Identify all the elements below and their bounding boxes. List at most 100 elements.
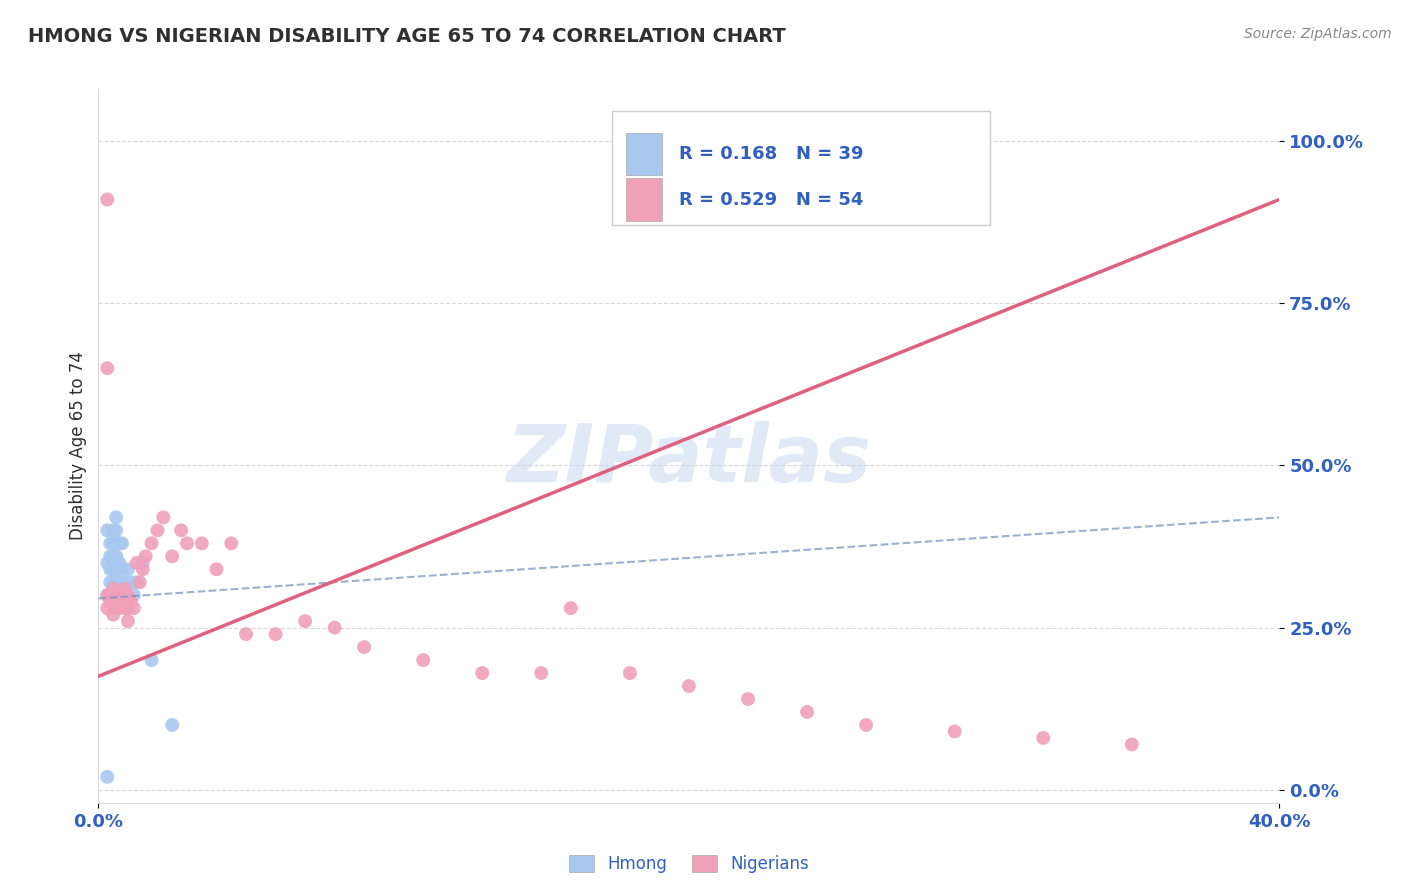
Point <box>678 679 700 693</box>
Point <box>111 588 134 602</box>
Point <box>619 666 641 681</box>
Point <box>117 614 139 628</box>
Point <box>108 588 131 602</box>
Point <box>105 549 128 564</box>
Point <box>132 556 155 570</box>
Text: ZIPatlas: ZIPatlas <box>506 421 872 500</box>
Point <box>98 562 121 576</box>
Point <box>96 361 118 376</box>
Point <box>103 556 125 570</box>
Point <box>170 524 193 538</box>
Point <box>205 562 228 576</box>
Y-axis label: Disability Age 65 to 74: Disability Age 65 to 74 <box>69 351 87 541</box>
Point <box>412 653 434 667</box>
Point <box>111 588 134 602</box>
Point <box>98 588 121 602</box>
Point <box>471 666 494 681</box>
Point <box>103 582 125 596</box>
Legend: Hmong, Nigerians: Hmong, Nigerians <box>562 848 815 880</box>
Point <box>103 524 125 538</box>
Point <box>117 601 139 615</box>
Point <box>1032 731 1054 745</box>
Point <box>96 524 118 538</box>
Point <box>105 588 128 602</box>
Point <box>796 705 818 719</box>
Point <box>855 718 877 732</box>
Point <box>162 718 183 732</box>
Point <box>105 510 128 524</box>
Point <box>98 549 121 564</box>
Point <box>122 588 145 602</box>
Point <box>103 588 125 602</box>
Point <box>141 536 163 550</box>
Point <box>96 770 118 784</box>
Text: R = 0.168   N = 39: R = 0.168 N = 39 <box>679 145 865 163</box>
Point <box>96 193 118 207</box>
FancyBboxPatch shape <box>612 111 990 225</box>
Point <box>294 614 316 628</box>
Point <box>105 524 128 538</box>
Point <box>353 640 375 654</box>
Point <box>560 601 582 615</box>
Point <box>103 607 125 622</box>
Text: R = 0.529   N = 54: R = 0.529 N = 54 <box>679 191 863 209</box>
Point <box>530 666 553 681</box>
Point <box>103 595 125 609</box>
Point <box>111 595 134 609</box>
Point <box>108 601 131 615</box>
Point <box>108 536 131 550</box>
Point <box>98 536 121 550</box>
Point <box>943 724 966 739</box>
Point <box>125 556 148 570</box>
Point <box>125 575 148 590</box>
FancyBboxPatch shape <box>626 178 662 221</box>
Point <box>122 601 145 615</box>
Point <box>1121 738 1143 752</box>
Point <box>105 575 128 590</box>
Point <box>162 549 183 564</box>
FancyBboxPatch shape <box>626 133 662 176</box>
Point <box>103 588 125 602</box>
Point <box>128 575 150 590</box>
Point <box>108 556 131 570</box>
Point <box>117 588 139 602</box>
Point <box>146 524 169 538</box>
Point <box>105 588 128 602</box>
Point <box>323 621 346 635</box>
Text: HMONG VS NIGERIAN DISABILITY AGE 65 TO 74 CORRELATION CHART: HMONG VS NIGERIAN DISABILITY AGE 65 TO 7… <box>28 27 786 45</box>
Point <box>108 588 131 602</box>
Point <box>108 575 131 590</box>
Point <box>103 536 125 550</box>
Text: Source: ZipAtlas.com: Source: ZipAtlas.com <box>1244 27 1392 41</box>
Point <box>264 627 287 641</box>
Point <box>96 601 118 615</box>
Point <box>96 556 118 570</box>
Point <box>96 588 118 602</box>
Point <box>176 536 198 550</box>
Point <box>114 575 136 590</box>
Point <box>152 510 174 524</box>
Point <box>120 595 142 609</box>
Point <box>105 601 128 615</box>
Point <box>117 601 139 615</box>
Point <box>111 562 134 576</box>
Point <box>114 582 136 596</box>
Point <box>105 562 128 576</box>
Point <box>111 536 134 550</box>
Point <box>141 653 163 667</box>
Point <box>105 601 128 615</box>
Point <box>98 575 121 590</box>
Point <box>120 575 142 590</box>
Point <box>135 549 157 564</box>
Point <box>219 536 242 550</box>
Point <box>191 536 214 550</box>
Point <box>103 575 125 590</box>
Point <box>98 595 121 609</box>
Point <box>117 562 139 576</box>
Point <box>103 562 125 576</box>
Point <box>235 627 257 641</box>
Point <box>737 692 759 706</box>
Point <box>114 601 136 615</box>
Point <box>96 588 118 602</box>
Point <box>132 562 155 576</box>
